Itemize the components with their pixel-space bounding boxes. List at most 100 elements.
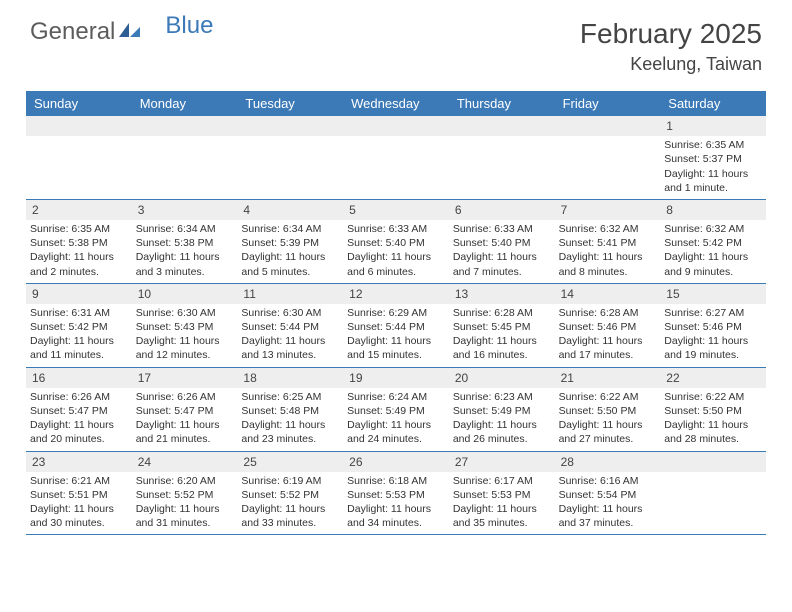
sunset-line: Sunset: 5:53 PM: [347, 488, 445, 502]
sunrise-line: Sunrise: 6:18 AM: [347, 474, 445, 488]
daylight-line: Daylight: 11 hours and 6 minutes.: [347, 250, 445, 278]
calendar-day: 28Sunrise: 6:16 AMSunset: 5:54 PMDayligh…: [555, 452, 661, 535]
day-number: 11: [237, 284, 343, 304]
day-details: Sunrise: 6:34 AMSunset: 5:39 PMDaylight:…: [237, 220, 343, 283]
calendar-day: 3Sunrise: 6:34 AMSunset: 5:38 PMDaylight…: [132, 200, 238, 283]
day-number: [26, 116, 132, 136]
logo: General Blue: [30, 18, 213, 46]
daylight-line: Daylight: 11 hours and 11 minutes.: [30, 334, 128, 362]
day-number: 9: [26, 284, 132, 304]
calendar-day: 20Sunrise: 6:23 AMSunset: 5:49 PMDayligh…: [449, 368, 555, 451]
day-number: [237, 116, 343, 136]
sunrise-line: Sunrise: 6:34 AM: [241, 222, 339, 236]
title-block: February 2025 Keelung, Taiwan: [580, 18, 762, 75]
sunrise-line: Sunrise: 6:27 AM: [664, 306, 762, 320]
day-number: 17: [132, 368, 238, 388]
sunset-line: Sunset: 5:43 PM: [136, 320, 234, 334]
day-details: Sunrise: 6:28 AMSunset: 5:45 PMDaylight:…: [449, 304, 555, 367]
sunrise-line: Sunrise: 6:32 AM: [559, 222, 657, 236]
sunset-line: Sunset: 5:47 PM: [136, 404, 234, 418]
day-header-cell: Monday: [132, 91, 238, 116]
calendar-day-empty: [660, 452, 766, 535]
day-details: Sunrise: 6:35 AMSunset: 5:37 PMDaylight:…: [660, 136, 766, 199]
calendar-day: 24Sunrise: 6:20 AMSunset: 5:52 PMDayligh…: [132, 452, 238, 535]
day-number: [132, 116, 238, 136]
daylight-line: Daylight: 11 hours and 3 minutes.: [136, 250, 234, 278]
sunrise-line: Sunrise: 6:29 AM: [347, 306, 445, 320]
day-details: Sunrise: 6:21 AMSunset: 5:51 PMDaylight:…: [26, 472, 132, 535]
day-details: Sunrise: 6:26 AMSunset: 5:47 PMDaylight:…: [132, 388, 238, 451]
day-details: Sunrise: 6:34 AMSunset: 5:38 PMDaylight:…: [132, 220, 238, 283]
daylight-line: Daylight: 11 hours and 33 minutes.: [241, 502, 339, 530]
calendar-week: 16Sunrise: 6:26 AMSunset: 5:47 PMDayligh…: [26, 368, 766, 452]
daylight-line: Daylight: 11 hours and 20 minutes.: [30, 418, 128, 446]
sunrise-line: Sunrise: 6:33 AM: [453, 222, 551, 236]
sunset-line: Sunset: 5:51 PM: [30, 488, 128, 502]
calendar-day: 22Sunrise: 6:22 AMSunset: 5:50 PMDayligh…: [660, 368, 766, 451]
sunrise-line: Sunrise: 6:35 AM: [30, 222, 128, 236]
day-details: Sunrise: 6:22 AMSunset: 5:50 PMDaylight:…: [660, 388, 766, 451]
sunset-line: Sunset: 5:54 PM: [559, 488, 657, 502]
day-details: Sunrise: 6:27 AMSunset: 5:46 PMDaylight:…: [660, 304, 766, 367]
daylight-line: Daylight: 11 hours and 24 minutes.: [347, 418, 445, 446]
calendar-day-empty: [343, 116, 449, 199]
sunrise-line: Sunrise: 6:22 AM: [664, 390, 762, 404]
sunrise-line: Sunrise: 6:30 AM: [136, 306, 234, 320]
calendar-day: 6Sunrise: 6:33 AMSunset: 5:40 PMDaylight…: [449, 200, 555, 283]
day-header-cell: Saturday: [660, 91, 766, 116]
day-details: Sunrise: 6:25 AMSunset: 5:48 PMDaylight:…: [237, 388, 343, 451]
sunrise-line: Sunrise: 6:35 AM: [664, 138, 762, 152]
day-details: Sunrise: 6:28 AMSunset: 5:46 PMDaylight:…: [555, 304, 661, 367]
sunset-line: Sunset: 5:52 PM: [241, 488, 339, 502]
daylight-line: Daylight: 11 hours and 31 minutes.: [136, 502, 234, 530]
sunset-line: Sunset: 5:44 PM: [347, 320, 445, 334]
day-number: [555, 116, 661, 136]
calendar-day: 12Sunrise: 6:29 AMSunset: 5:44 PMDayligh…: [343, 284, 449, 367]
day-number: [449, 116, 555, 136]
day-details: Sunrise: 6:26 AMSunset: 5:47 PMDaylight:…: [26, 388, 132, 451]
day-header-row: SundayMondayTuesdayWednesdayThursdayFrid…: [26, 91, 766, 116]
day-header-cell: Sunday: [26, 91, 132, 116]
day-details: Sunrise: 6:16 AMSunset: 5:54 PMDaylight:…: [555, 472, 661, 535]
calendar-day: 15Sunrise: 6:27 AMSunset: 5:46 PMDayligh…: [660, 284, 766, 367]
calendar-day: 11Sunrise: 6:30 AMSunset: 5:44 PMDayligh…: [237, 284, 343, 367]
day-number: 16: [26, 368, 132, 388]
daylight-line: Daylight: 11 hours and 16 minutes.: [453, 334, 551, 362]
sunrise-line: Sunrise: 6:33 AM: [347, 222, 445, 236]
sunset-line: Sunset: 5:42 PM: [30, 320, 128, 334]
calendar-day: 10Sunrise: 6:30 AMSunset: 5:43 PMDayligh…: [132, 284, 238, 367]
sunrise-line: Sunrise: 6:16 AM: [559, 474, 657, 488]
day-details: Sunrise: 6:33 AMSunset: 5:40 PMDaylight:…: [449, 220, 555, 283]
daylight-line: Daylight: 11 hours and 13 minutes.: [241, 334, 339, 362]
daylight-line: Daylight: 11 hours and 7 minutes.: [453, 250, 551, 278]
sunset-line: Sunset: 5:44 PM: [241, 320, 339, 334]
day-number: 19: [343, 368, 449, 388]
sunset-line: Sunset: 5:37 PM: [664, 152, 762, 166]
calendar-week: 1Sunrise: 6:35 AMSunset: 5:37 PMDaylight…: [26, 116, 766, 200]
day-details: Sunrise: 6:20 AMSunset: 5:52 PMDaylight:…: [132, 472, 238, 535]
day-number: 22: [660, 368, 766, 388]
sunset-line: Sunset: 5:49 PM: [347, 404, 445, 418]
daylight-line: Daylight: 11 hours and 2 minutes.: [30, 250, 128, 278]
calendar-day: 13Sunrise: 6:28 AMSunset: 5:45 PMDayligh…: [449, 284, 555, 367]
daylight-line: Daylight: 11 hours and 26 minutes.: [453, 418, 551, 446]
calendar-day: 5Sunrise: 6:33 AMSunset: 5:40 PMDaylight…: [343, 200, 449, 283]
day-number: 25: [237, 452, 343, 472]
logo-text-2: Blue: [165, 12, 213, 40]
sunrise-line: Sunrise: 6:28 AM: [559, 306, 657, 320]
daylight-line: Daylight: 11 hours and 28 minutes.: [664, 418, 762, 446]
sunset-line: Sunset: 5:46 PM: [664, 320, 762, 334]
location-label: Keelung, Taiwan: [580, 54, 762, 75]
day-details: Sunrise: 6:24 AMSunset: 5:49 PMDaylight:…: [343, 388, 449, 451]
calendar-day: 18Sunrise: 6:25 AMSunset: 5:48 PMDayligh…: [237, 368, 343, 451]
day-number: 8: [660, 200, 766, 220]
daylight-line: Daylight: 11 hours and 30 minutes.: [30, 502, 128, 530]
day-details: Sunrise: 6:30 AMSunset: 5:43 PMDaylight:…: [132, 304, 238, 367]
calendar-day: 26Sunrise: 6:18 AMSunset: 5:53 PMDayligh…: [343, 452, 449, 535]
calendar-day: 23Sunrise: 6:21 AMSunset: 5:51 PMDayligh…: [26, 452, 132, 535]
day-header-cell: Tuesday: [237, 91, 343, 116]
sunrise-line: Sunrise: 6:31 AM: [30, 306, 128, 320]
page-title: February 2025: [580, 18, 762, 50]
calendar-week: 23Sunrise: 6:21 AMSunset: 5:51 PMDayligh…: [26, 452, 766, 536]
daylight-line: Daylight: 11 hours and 21 minutes.: [136, 418, 234, 446]
